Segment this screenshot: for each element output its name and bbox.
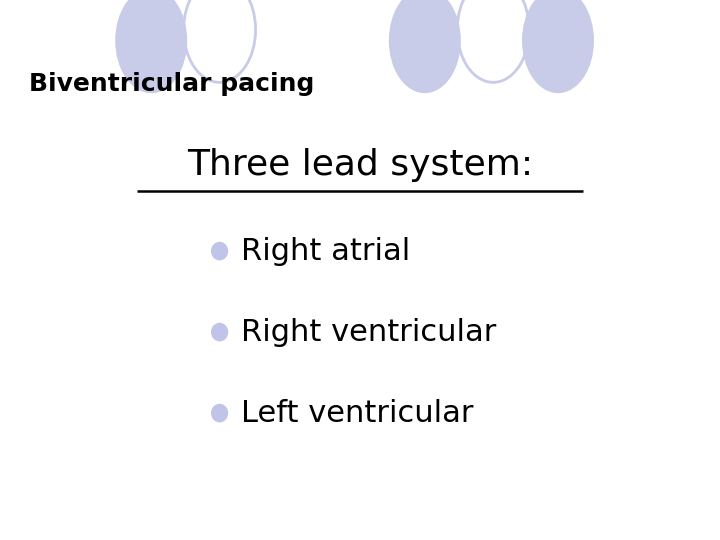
Ellipse shape — [212, 323, 228, 341]
Ellipse shape — [212, 404, 228, 422]
Text: Right ventricular: Right ventricular — [241, 318, 497, 347]
Ellipse shape — [115, 0, 187, 93]
Text: Biventricular pacing: Biventricular pacing — [29, 72, 314, 96]
Text: Three lead system:: Three lead system: — [187, 148, 533, 181]
Text: Left ventricular: Left ventricular — [241, 399, 474, 428]
Ellipse shape — [389, 0, 461, 93]
Ellipse shape — [212, 242, 228, 260]
Text: Right atrial: Right atrial — [241, 237, 410, 266]
Ellipse shape — [522, 0, 594, 93]
